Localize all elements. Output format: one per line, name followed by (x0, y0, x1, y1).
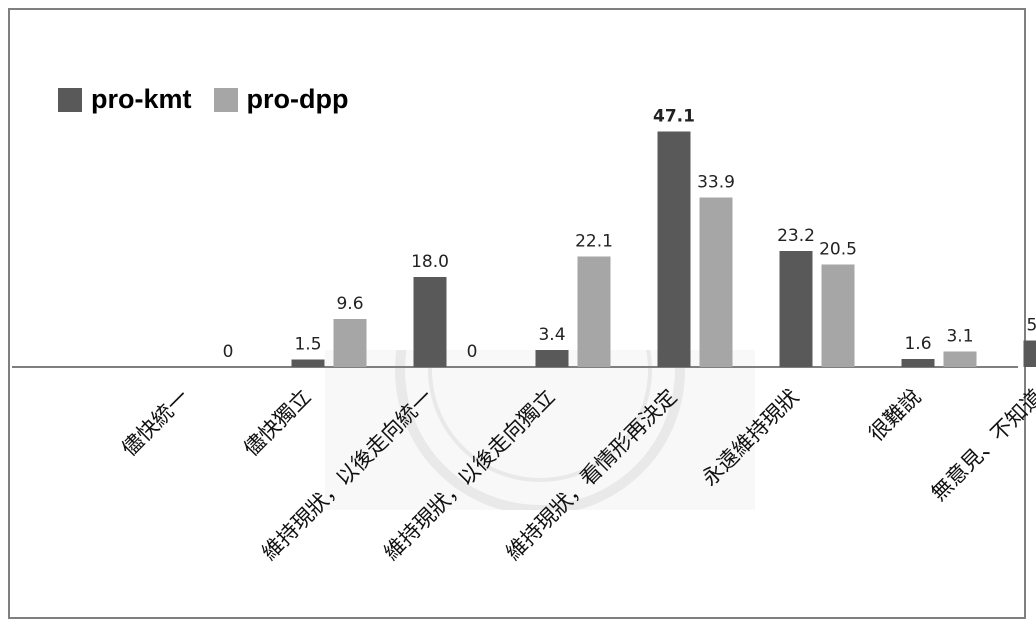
legend-swatch-pro-dpp (213, 87, 238, 112)
data-label-pro-kmt-8: 5.3 (1026, 316, 1036, 336)
data-label-pro-dpp-5: 33.9 (697, 173, 735, 193)
data-label-pro-kmt-6: 23.2 (777, 226, 815, 246)
legend-label-pro-kmt: pro-kmt (91, 84, 192, 114)
data-label-pro-dpp-2: 9.6 (336, 294, 363, 314)
bar-pro-dpp-6 (821, 264, 855, 367)
data-label-pro-kmt-2: 1.5 (294, 335, 321, 355)
legend-item-pro-dpp: pro-dpp (213, 84, 349, 115)
watermark-seal (325, 350, 755, 510)
bar-pro-kmt-6 (779, 251, 813, 367)
bar-pro-kmt-8 (1023, 340, 1036, 367)
bar-pro-kmt-7 (901, 359, 935, 367)
data-label-pro-dpp-1: 0 (223, 342, 234, 362)
bar-pro-dpp-2 (333, 319, 367, 367)
bar-pro-kmt-3 (413, 277, 447, 367)
category-label-7: 很難說 (864, 385, 926, 447)
data-label-pro-dpp-3: 0 (467, 342, 478, 362)
data-label-pro-kmt-7: 1.6 (904, 334, 931, 354)
bar-pro-dpp-7 (943, 351, 977, 367)
legend-item-pro-kmt: pro-kmt (58, 84, 192, 115)
data-label-pro-kmt-4: 3.4 (538, 325, 565, 345)
data-label-pro-kmt-3: 18.0 (411, 252, 449, 272)
category-label-2: 儘快獨立 (239, 385, 315, 461)
data-label-pro-dpp-4: 22.1 (575, 232, 613, 252)
data-label-pro-dpp-7: 3.1 (946, 327, 973, 347)
data-label-pro-dpp-6: 20.5 (819, 240, 857, 260)
legend-swatch-pro-kmt (58, 87, 82, 112)
category-label-6: 永遠維持現狀 (697, 385, 803, 491)
data-label-pro-kmt-5: 47.1 (653, 107, 695, 127)
bar-pro-kmt-5 (657, 131, 691, 367)
category-label-8: 無意見、不知道 (927, 385, 1036, 506)
bar-pro-dpp-5 (699, 197, 733, 367)
chart-frame (8, 8, 1026, 619)
bar-pro-dpp-4 (577, 256, 611, 367)
category-label-1: 儘快統一 (117, 385, 193, 461)
legend-label-pro-dpp: pro-dpp (246, 84, 349, 114)
bar-pro-kmt-4 (535, 350, 569, 367)
legend: pro-kmt pro-dpp (58, 84, 370, 115)
bar-pro-kmt-2 (291, 359, 325, 367)
